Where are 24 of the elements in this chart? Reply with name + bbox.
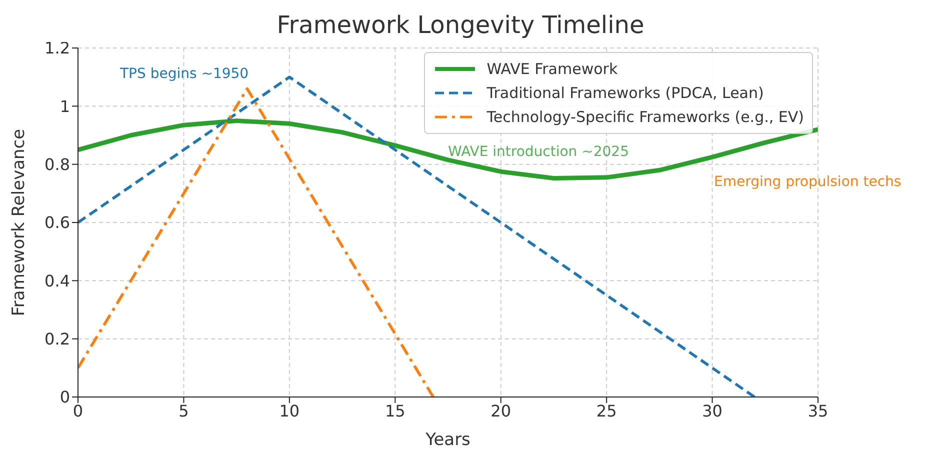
y-tick-label: 0	[60, 388, 70, 407]
y-tick-label: 1	[60, 96, 70, 116]
annotation: TPS begins ~1950	[120, 66, 249, 82]
y-axis-title: Framework Relevance	[9, 128, 30, 316]
legend-label: Technology-Specific Frameworks (e.g., EV)	[486, 108, 804, 126]
y-tick-label: 1.2	[44, 38, 70, 58]
y-tick-label: 0.6	[44, 213, 70, 232]
x-tick-label: 30	[702, 401, 722, 420]
y-tick-label: 0.8	[44, 155, 70, 174]
x-tick-label: 5	[178, 401, 189, 420]
legend-label: Traditional Frameworks (PDCA, Lean)	[486, 84, 764, 102]
x-tick-label: 0	[72, 401, 84, 420]
y-tick-label: 0.2	[44, 330, 70, 349]
x-tick-label: 25	[596, 401, 617, 420]
chart-title: Framework Longevity Timeline	[276, 11, 644, 39]
x-tick-label: 10	[279, 401, 300, 420]
x-tick-label: 15	[384, 401, 406, 420]
y-tick-label: 0.4	[44, 271, 70, 290]
x-tick-label: 20	[490, 401, 512, 420]
x-axis-title: Years	[424, 430, 471, 450]
x-tick-label: 35	[808, 401, 828, 420]
annotation: WAVE introduction ~2025	[448, 144, 629, 160]
annotation: Emerging propulsion techs	[714, 174, 902, 190]
legend-label: WAVE Framework	[486, 60, 618, 78]
